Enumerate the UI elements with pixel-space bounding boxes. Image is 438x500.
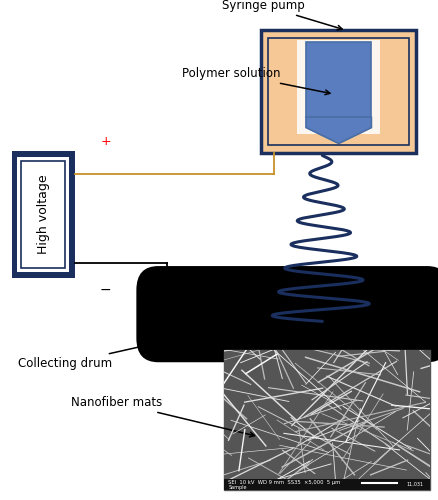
FancyBboxPatch shape: [17, 157, 69, 272]
Polygon shape: [305, 117, 371, 143]
FancyBboxPatch shape: [136, 266, 438, 362]
FancyBboxPatch shape: [12, 150, 75, 278]
Text: −: −: [100, 283, 111, 297]
Text: Syringe pump: Syringe pump: [221, 0, 342, 30]
FancyBboxPatch shape: [305, 42, 371, 117]
Text: Collecting drum: Collecting drum: [18, 336, 184, 370]
Text: 11,031: 11,031: [406, 482, 423, 486]
Text: Nanofiber mats: Nanofiber mats: [71, 396, 254, 437]
FancyBboxPatch shape: [223, 350, 428, 490]
Text: +: +: [100, 136, 111, 148]
Text: Sample: Sample: [228, 485, 246, 490]
FancyBboxPatch shape: [261, 30, 416, 153]
FancyBboxPatch shape: [297, 40, 379, 134]
Text: High voltage: High voltage: [37, 174, 50, 254]
Text: SEI  10 kV  WD 9 mm  SS35  ×5,000  5 μm: SEI 10 kV WD 9 mm SS35 ×5,000 5 μm: [228, 480, 340, 486]
FancyBboxPatch shape: [223, 479, 428, 490]
Text: Polymer solution: Polymer solution: [182, 67, 329, 94]
